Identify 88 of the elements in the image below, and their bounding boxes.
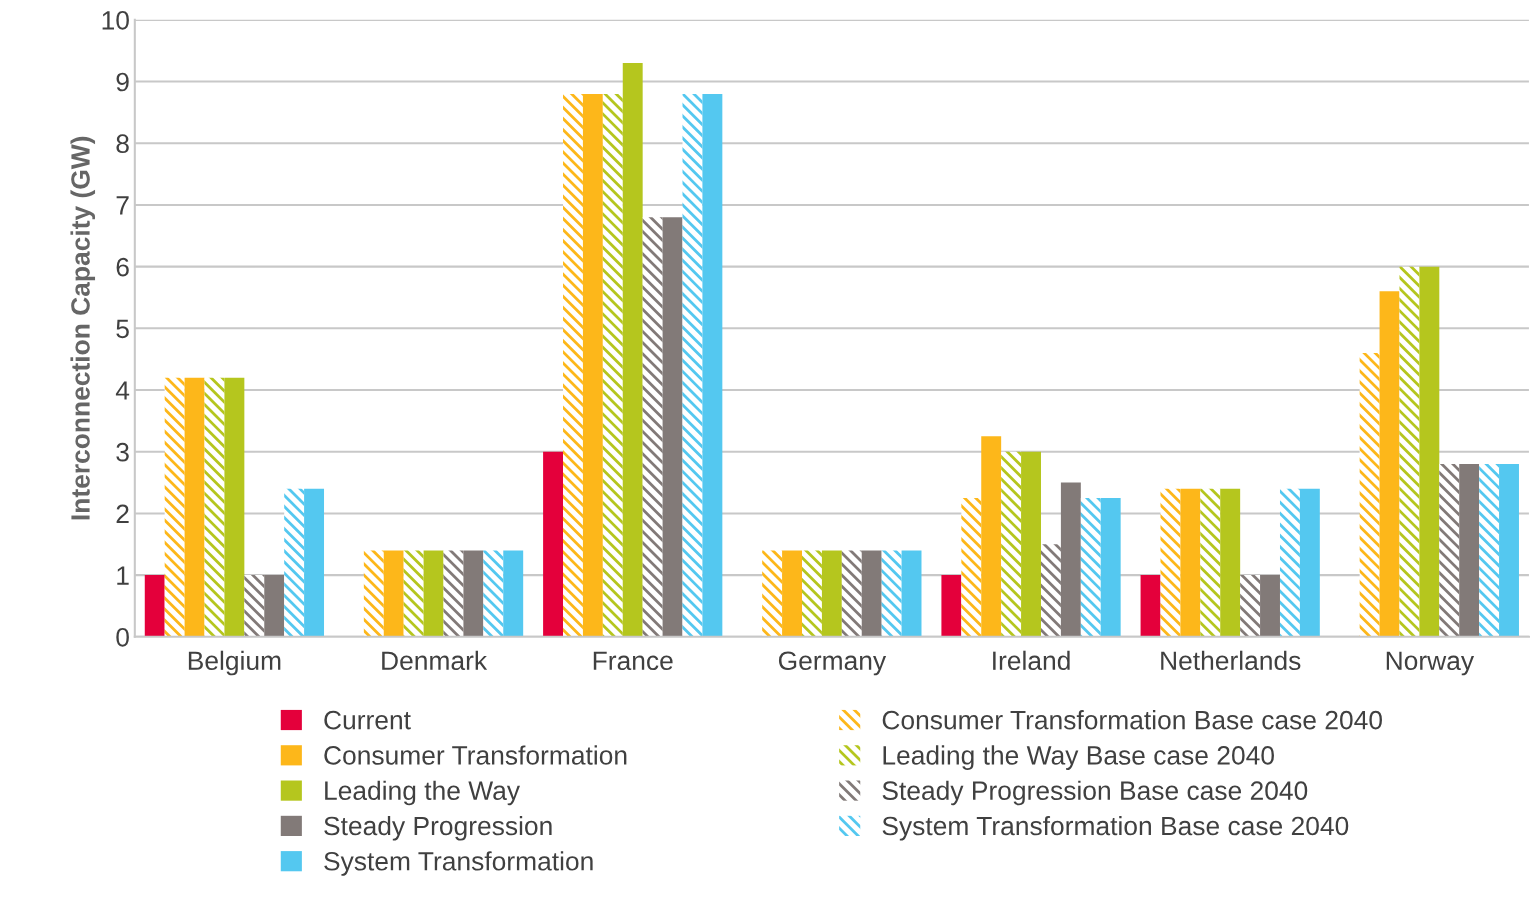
bar [1001,451,1022,637]
bar [1479,464,1500,637]
y-tick-label: 10 [102,10,129,30]
x-tick-label: Norway [1386,651,1475,676]
legend-label: System Transformation Base case 2040 [882,815,1349,841]
bar [244,575,265,637]
bar [164,377,185,637]
bar [682,93,703,637]
y-tick-label: 3 [116,442,129,462]
bar [1499,464,1519,637]
bar [1080,497,1101,637]
x-tick-label: Denmark [382,650,488,671]
bar [1220,488,1241,637]
legend-label: Leading the Way Base case 2040 [883,745,1274,770]
legend-label: Leading the Way [325,780,520,806]
bar [802,550,822,637]
y-axis-title: Interconnection Capacity (GW) [70,136,96,520]
bar [642,217,663,637]
bar [582,93,603,637]
bar [941,575,962,637]
bar [961,497,982,637]
bar [1399,266,1420,637]
bar [821,550,842,637]
bar [423,550,444,637]
bar [881,550,902,637]
bar [1160,488,1181,637]
legend-label: Consumer Transformation [324,745,627,765]
y-tick-label: 9 [116,72,129,92]
bar [1379,291,1400,637]
bar [1021,451,1041,637]
bar [1060,482,1081,637]
bar [861,550,882,637]
y-tick-label: 7 [116,196,129,215]
legend-label: System Transformation [324,851,593,876]
y-tick-label: 0 [116,627,129,647]
x-tick-label: Ireland [993,650,1070,671]
bar [981,436,1002,637]
y-tick-label: 2 [116,504,129,523]
x-tick-label: France [593,651,673,671]
bar [463,550,484,637]
bar [224,377,245,637]
bar [1359,353,1380,637]
y-tick-label: 8 [116,134,129,154]
bar [622,63,643,637]
bar [563,93,583,637]
bar [403,550,424,637]
bar [901,550,922,637]
bar [483,550,504,637]
legend-label: Steady Progression [324,815,552,841]
x-tick-label: Netherlands [1161,650,1301,671]
bar [1240,575,1261,637]
bar [543,451,564,637]
legend-label: Steady Progression Base case 2040 [882,780,1308,806]
bar [1279,488,1300,637]
bar [1180,488,1201,637]
bar [503,550,524,637]
bar [841,550,862,637]
bar [1200,488,1221,637]
bar [1140,575,1161,637]
bar [1459,464,1480,637]
bar [304,488,325,637]
bar [204,377,225,637]
bar [443,550,464,637]
bar [762,550,783,637]
bar [702,93,723,637]
y-tick-label: 1 [117,566,129,585]
bar [184,377,205,637]
bar [284,488,305,637]
bar [1260,575,1280,637]
legend-label: Consumer Transformation Base case 2040 [882,710,1382,730]
bar [1100,497,1121,637]
bar [782,550,802,637]
bar [602,93,623,637]
bar [1439,464,1460,637]
bar [662,217,683,637]
x-tick-label: Belgium [188,650,281,676]
y-tick-label: 5 [116,319,129,339]
bar [1299,488,1320,637]
x-tick-label: Germany [778,651,887,676]
bar [144,575,165,637]
bar [1419,266,1440,637]
bar [264,575,285,637]
bar [363,550,384,637]
legend-label: Current [324,710,411,730]
y-tick-label: 4 [115,381,130,400]
bar [1040,544,1061,637]
bar [383,550,404,637]
y-tick-label: 6 [116,257,129,277]
